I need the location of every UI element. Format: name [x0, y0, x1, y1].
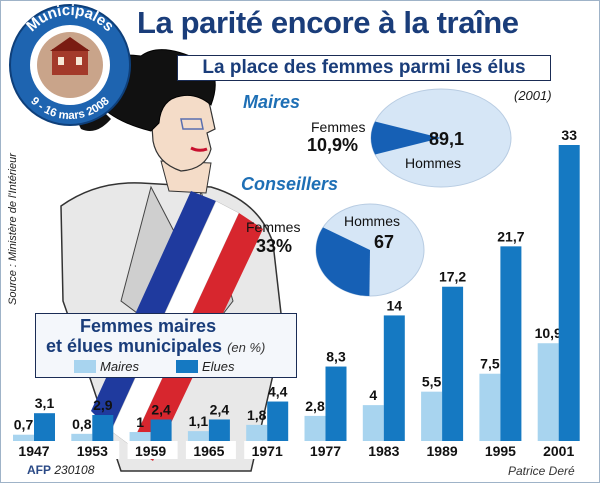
tick-label-2001: 2001	[543, 443, 574, 459]
bar-elues-1995	[500, 246, 522, 441]
maires-femmes-value: 10,9%	[307, 135, 359, 155]
legend-box: Femmes maires et élues municipales (en %…	[35, 313, 297, 378]
bar-maires-1977	[304, 415, 326, 441]
bar-maires-1953	[71, 433, 93, 441]
year-tab	[302, 441, 353, 459]
value-label-maires-1947: 0,7	[14, 417, 34, 433]
year-tab	[127, 441, 178, 459]
bar-maires-1959	[129, 432, 151, 441]
pie-maires-femmes	[371, 121, 441, 155]
value-label-maires-1989: 5,5	[422, 374, 442, 390]
bar-elues-1953	[92, 414, 114, 441]
tick-label-1959: 1959	[135, 443, 166, 459]
chart-unit: (en %)	[227, 340, 266, 355]
year-tab	[477, 441, 528, 459]
year-tab	[244, 441, 295, 459]
value-label-elues-1989: 17,2	[439, 269, 466, 285]
value-label-elues-2001: 33	[561, 127, 577, 143]
subtitle-box: La place des femmes parmi les élus	[177, 55, 551, 81]
tick-label-1983: 1983	[368, 443, 399, 459]
value-label-elues-1947: 3,1	[35, 395, 55, 411]
credit-code: 230108	[54, 463, 95, 477]
legend-swatch-elues	[176, 360, 198, 373]
legend-swatch-maires	[74, 360, 96, 373]
value-label-elues-1977: 8,3	[326, 349, 346, 365]
maires-hommes-label: Hommes	[405, 155, 462, 171]
bar-elues-1959	[150, 419, 172, 441]
legend-label-elues: Elues	[202, 359, 235, 374]
bar-elues-2001	[558, 145, 580, 441]
bar-maires-1947	[13, 434, 34, 441]
year-tab	[69, 441, 120, 459]
afp-logo: AFP	[27, 463, 51, 477]
chart-title-line1: Femmes maires	[80, 316, 217, 336]
bar-elues-1965	[208, 419, 230, 441]
value-label-elues-1965: 2,4	[210, 401, 230, 417]
value-label-maires-1971: 1,8	[247, 407, 267, 423]
value-label-maires-2001: 10,9	[535, 325, 562, 341]
tick-label-1953: 1953	[77, 443, 108, 459]
value-label-elues-1995: 21,7	[497, 228, 524, 244]
conseillers-heading: Conseillers	[241, 174, 339, 194]
bar-elues-1983	[383, 315, 405, 441]
bar-maires-1995	[479, 373, 501, 441]
value-label-maires-1953: 0,8	[72, 416, 92, 432]
value-label-maires-1965: 1,1	[189, 413, 209, 429]
bar-elues-1989	[442, 286, 464, 441]
value-label-maires-1959: 1	[136, 414, 144, 430]
year-tab	[535, 441, 586, 459]
value-label-elues-1971: 4,4	[268, 384, 288, 400]
value-label-maires-1995: 7,5	[480, 356, 500, 372]
chart-title-line2-text: et élues municipales	[46, 336, 223, 356]
tick-label-1995: 1995	[485, 443, 516, 459]
bar-maires-1989	[421, 391, 443, 441]
value-label-elues-1959: 2,4	[151, 401, 171, 417]
conseillers-femmes-label: Femmes	[246, 219, 301, 235]
maires-femmes-label: Femmes	[311, 119, 366, 135]
bar-elues-1971	[267, 401, 289, 441]
bar-maires-1983	[362, 405, 384, 441]
value-label-maires-1977: 2,8	[305, 398, 325, 414]
year-tab	[419, 441, 470, 459]
value-label-elues-1953: 2,9	[93, 397, 113, 413]
conseillers-hommes-label: Hommes	[344, 213, 401, 229]
year-tab	[11, 441, 61, 459]
year-note: (2001)	[514, 88, 552, 103]
value-label-maires-1983: 4	[369, 387, 377, 403]
year-tab	[360, 441, 411, 459]
tick-label-1989: 1989	[427, 443, 458, 459]
tick-label-1977: 1977	[310, 443, 341, 459]
credit-agency: AFP 230108	[27, 463, 94, 477]
maires-hommes-value: 89,1	[429, 129, 465, 149]
year-tab	[185, 441, 236, 459]
tick-label-1965: 1965	[193, 443, 224, 459]
pie-conseillers-femmes	[316, 227, 370, 296]
conseillers-hommes-value: 67	[374, 232, 395, 252]
tick-label-1971: 1971	[252, 443, 283, 459]
bar-elues-1947	[34, 413, 55, 441]
tick-label-1947: 1947	[18, 443, 49, 459]
bar-maires-2001	[537, 343, 559, 441]
main-title: La parité encore à la traîne	[137, 5, 519, 40]
credit-author: Patrice Deré	[508, 464, 575, 478]
bar-maires-1965	[187, 431, 209, 441]
value-label-elues-1983: 14	[387, 297, 403, 313]
bar-elues-1977	[325, 366, 347, 441]
bar-maires-1971	[246, 424, 268, 441]
subtitle: La place des femmes parmi les élus	[202, 57, 526, 78]
legend-label-maires: Maires	[100, 359, 140, 374]
maires-heading: Maires	[243, 92, 301, 112]
municipales-badge: Municipales 9 - 16 mars 2008	[9, 2, 131, 126]
conseillers-femmes-value: 33%	[256, 236, 293, 256]
chart-title-line2: et élues municipales (en %)	[46, 336, 265, 357]
